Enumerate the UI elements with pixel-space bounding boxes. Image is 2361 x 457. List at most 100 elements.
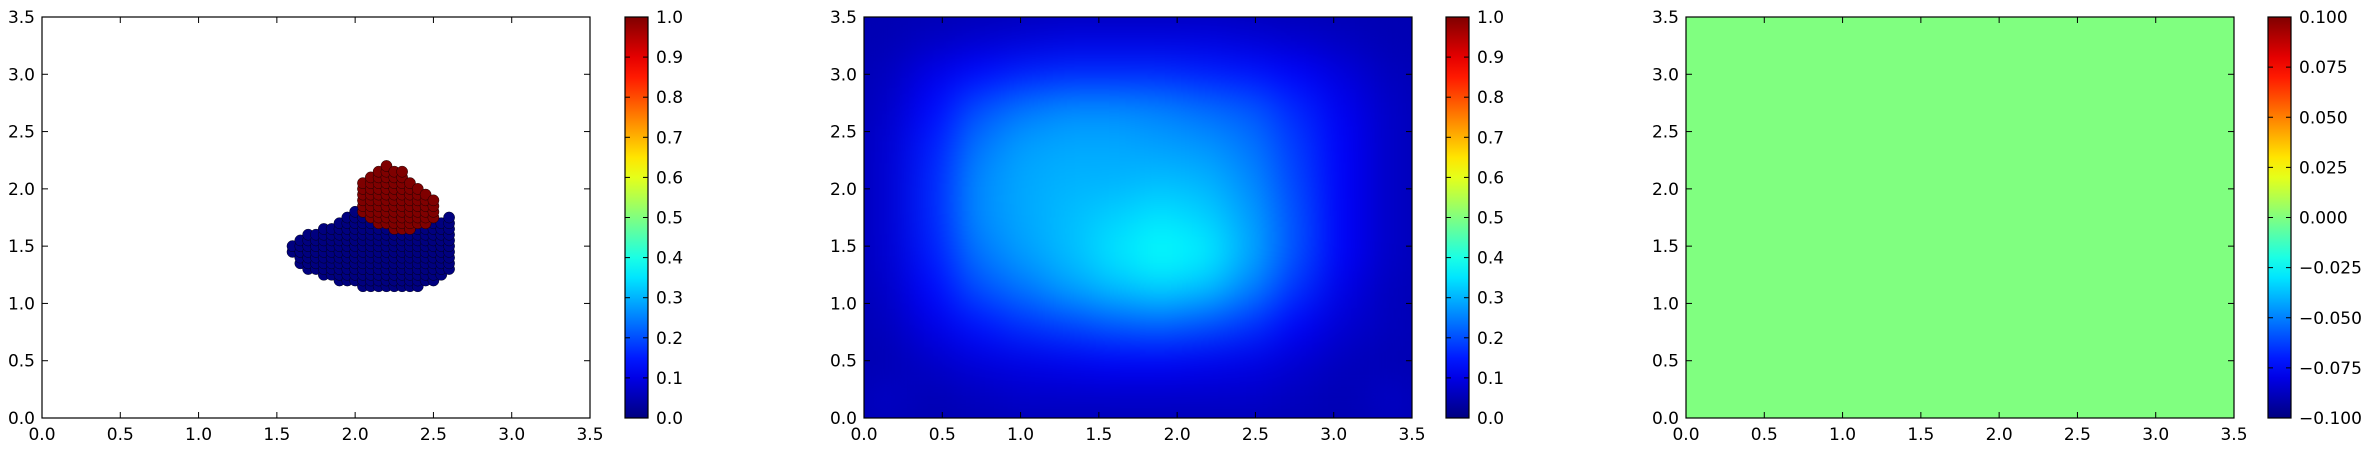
heatmap-cell — [1137, 162, 1185, 200]
chart-3: 0.0 0.5 1.0 1.5 2.0 2.5 3.0 3.5 0.0 0.5 1.0 1.5 2.0 2… — [1652, 8, 2361, 445]
x-tick-label: 0.0 — [1672, 425, 1699, 445]
colorbar-tick-label: 0.0 — [656, 409, 683, 429]
y-tick-label: 2.5 — [830, 123, 857, 143]
heatmap-cell — [909, 89, 956, 127]
heatmap-cell — [954, 381, 1002, 418]
heatmap-cell — [954, 271, 1002, 310]
heatmap-cell — [864, 235, 911, 273]
heatmap-cell — [1365, 198, 1412, 237]
heatmap-cell — [909, 308, 956, 346]
heatmap-cell — [1000, 271, 1048, 310]
heatmap-cell — [1091, 52, 1139, 91]
heatmap-cell — [1228, 89, 1276, 127]
heatmap-cell — [1091, 17, 1139, 54]
heatmap-cell — [909, 162, 956, 200]
heatmap-cells — [1686, 17, 2234, 418]
y-tick-label: 1.0 — [830, 294, 857, 314]
heatmap-cell — [1183, 308, 1230, 346]
heatmap-cell — [1137, 308, 1185, 346]
axes-frame — [41, 16, 591, 419]
y-tick-label: 2.5 — [8, 123, 35, 143]
heatmap-cell — [954, 17, 1002, 54]
heatmap-cell — [1091, 344, 1139, 383]
heatmap-cell — [1183, 198, 1230, 237]
heatmap-cell — [909, 17, 956, 54]
colorbar-tick-label: 0.8 — [1477, 88, 1504, 108]
colorbar-tick-label: 0.075 — [2299, 58, 2348, 78]
heatmap-cell — [1274, 52, 1322, 91]
scatter-point — [396, 165, 408, 178]
heatmap-cell — [909, 381, 956, 418]
x-tick-label: 1.0 — [185, 425, 212, 445]
heatmap-cell — [909, 52, 956, 91]
plot-area — [42, 17, 590, 418]
x-tick-label: 2.5 — [420, 425, 447, 445]
colorbar-tick-label: 0.8 — [656, 88, 683, 108]
scatter-point — [443, 211, 455, 224]
heatmap-cell — [1228, 162, 1276, 200]
heatmap-cell — [1365, 235, 1412, 273]
y-tick-label: 3.0 — [830, 65, 857, 85]
x-tick-label: 0.0 — [850, 425, 877, 445]
heatmap-cell — [954, 162, 1002, 200]
x-tick-label: 1.5 — [1085, 425, 1112, 445]
heatmap-cell — [1183, 17, 1230, 54]
y-tick-label: 1.0 — [8, 294, 35, 314]
heatmap-cell — [1365, 344, 1412, 383]
heatmap-cell — [1365, 89, 1412, 127]
heatmap-cell — [1274, 125, 1322, 164]
heatmap-cell — [1137, 17, 1185, 54]
heatmap-cell — [864, 52, 911, 91]
heatmap-cell — [1091, 308, 1139, 346]
heatmap-cell — [1183, 89, 1230, 127]
heatmap-cell — [1320, 381, 1367, 418]
heatmap-cell — [1183, 381, 1230, 418]
colorbar-tick-label: 0.000 — [2299, 209, 2348, 229]
colorbar-tick-label: 0.2 — [656, 329, 683, 349]
heatmap-cell — [1000, 308, 1048, 346]
scatter-series — [357, 160, 440, 235]
plot-content — [1686, 17, 2234, 418]
colorbar-tick-label: 0.2 — [1477, 329, 1504, 349]
colorbar-tick-label: 1.0 — [1477, 8, 1504, 28]
heatmap-cell — [1228, 308, 1276, 346]
heatmap-cell — [1046, 235, 1093, 273]
chart-1: 0.0 0.5 1.0 1.5 2.0 2.5 3.0 3.5 0.0 0.5 1.0 1.5 2.0 2… — [8, 8, 683, 445]
heatmap-cell — [909, 235, 956, 273]
x-tick-label: 1.5 — [263, 425, 290, 445]
colorbar: 0.0 0.1 0.2 0.3 0.4 0.5 0.6 0.7 0.8 0.9 1.0 — [624, 8, 683, 429]
colorbar-tick-label: 0.9 — [656, 48, 683, 68]
x-tick-label: 1.5 — [1907, 425, 1934, 445]
y-tick-label: 1.0 — [1652, 294, 1679, 314]
heatmap-cell — [954, 52, 1002, 91]
heatmap-cell — [864, 17, 911, 54]
heatmap-cell — [864, 308, 911, 346]
heatmap-cell — [1228, 125, 1276, 164]
x-tick-label: 3.5 — [1398, 425, 1425, 445]
x-tick-label: 3.5 — [576, 425, 603, 445]
x-tick-label: 3.5 — [2220, 425, 2247, 445]
x-tick-label: 3.0 — [1320, 425, 1347, 445]
colorbar-tick-label: 0.5 — [656, 209, 683, 229]
heatmap-cell — [864, 125, 911, 164]
scatter-point — [411, 183, 424, 195]
heatmap-cell — [1046, 89, 1093, 127]
heatmap-cell — [1320, 235, 1367, 273]
y-tick-label: 2.0 — [830, 180, 857, 200]
heatmap-cell — [1320, 271, 1367, 310]
heatmap-cell — [1046, 125, 1093, 164]
scatter-point — [419, 188, 432, 201]
x-tick-label: 2.0 — [342, 425, 369, 445]
heatmap-cell — [1000, 381, 1048, 418]
heatmap-cell — [1274, 89, 1322, 127]
y-tick-label: 0.0 — [830, 409, 857, 429]
heatmap-cell — [954, 198, 1002, 237]
heatmap-cell — [1320, 198, 1367, 237]
y-tick-label: 0.5 — [830, 352, 857, 372]
heatmap-cell — [1274, 381, 1322, 418]
y-tick-label: 3.5 — [830, 8, 857, 28]
heatmap-cell — [1183, 125, 1230, 164]
heatmap-cell — [1274, 308, 1322, 346]
heatmap-cell — [1365, 17, 1412, 54]
heatmap-cell — [1320, 89, 1367, 127]
